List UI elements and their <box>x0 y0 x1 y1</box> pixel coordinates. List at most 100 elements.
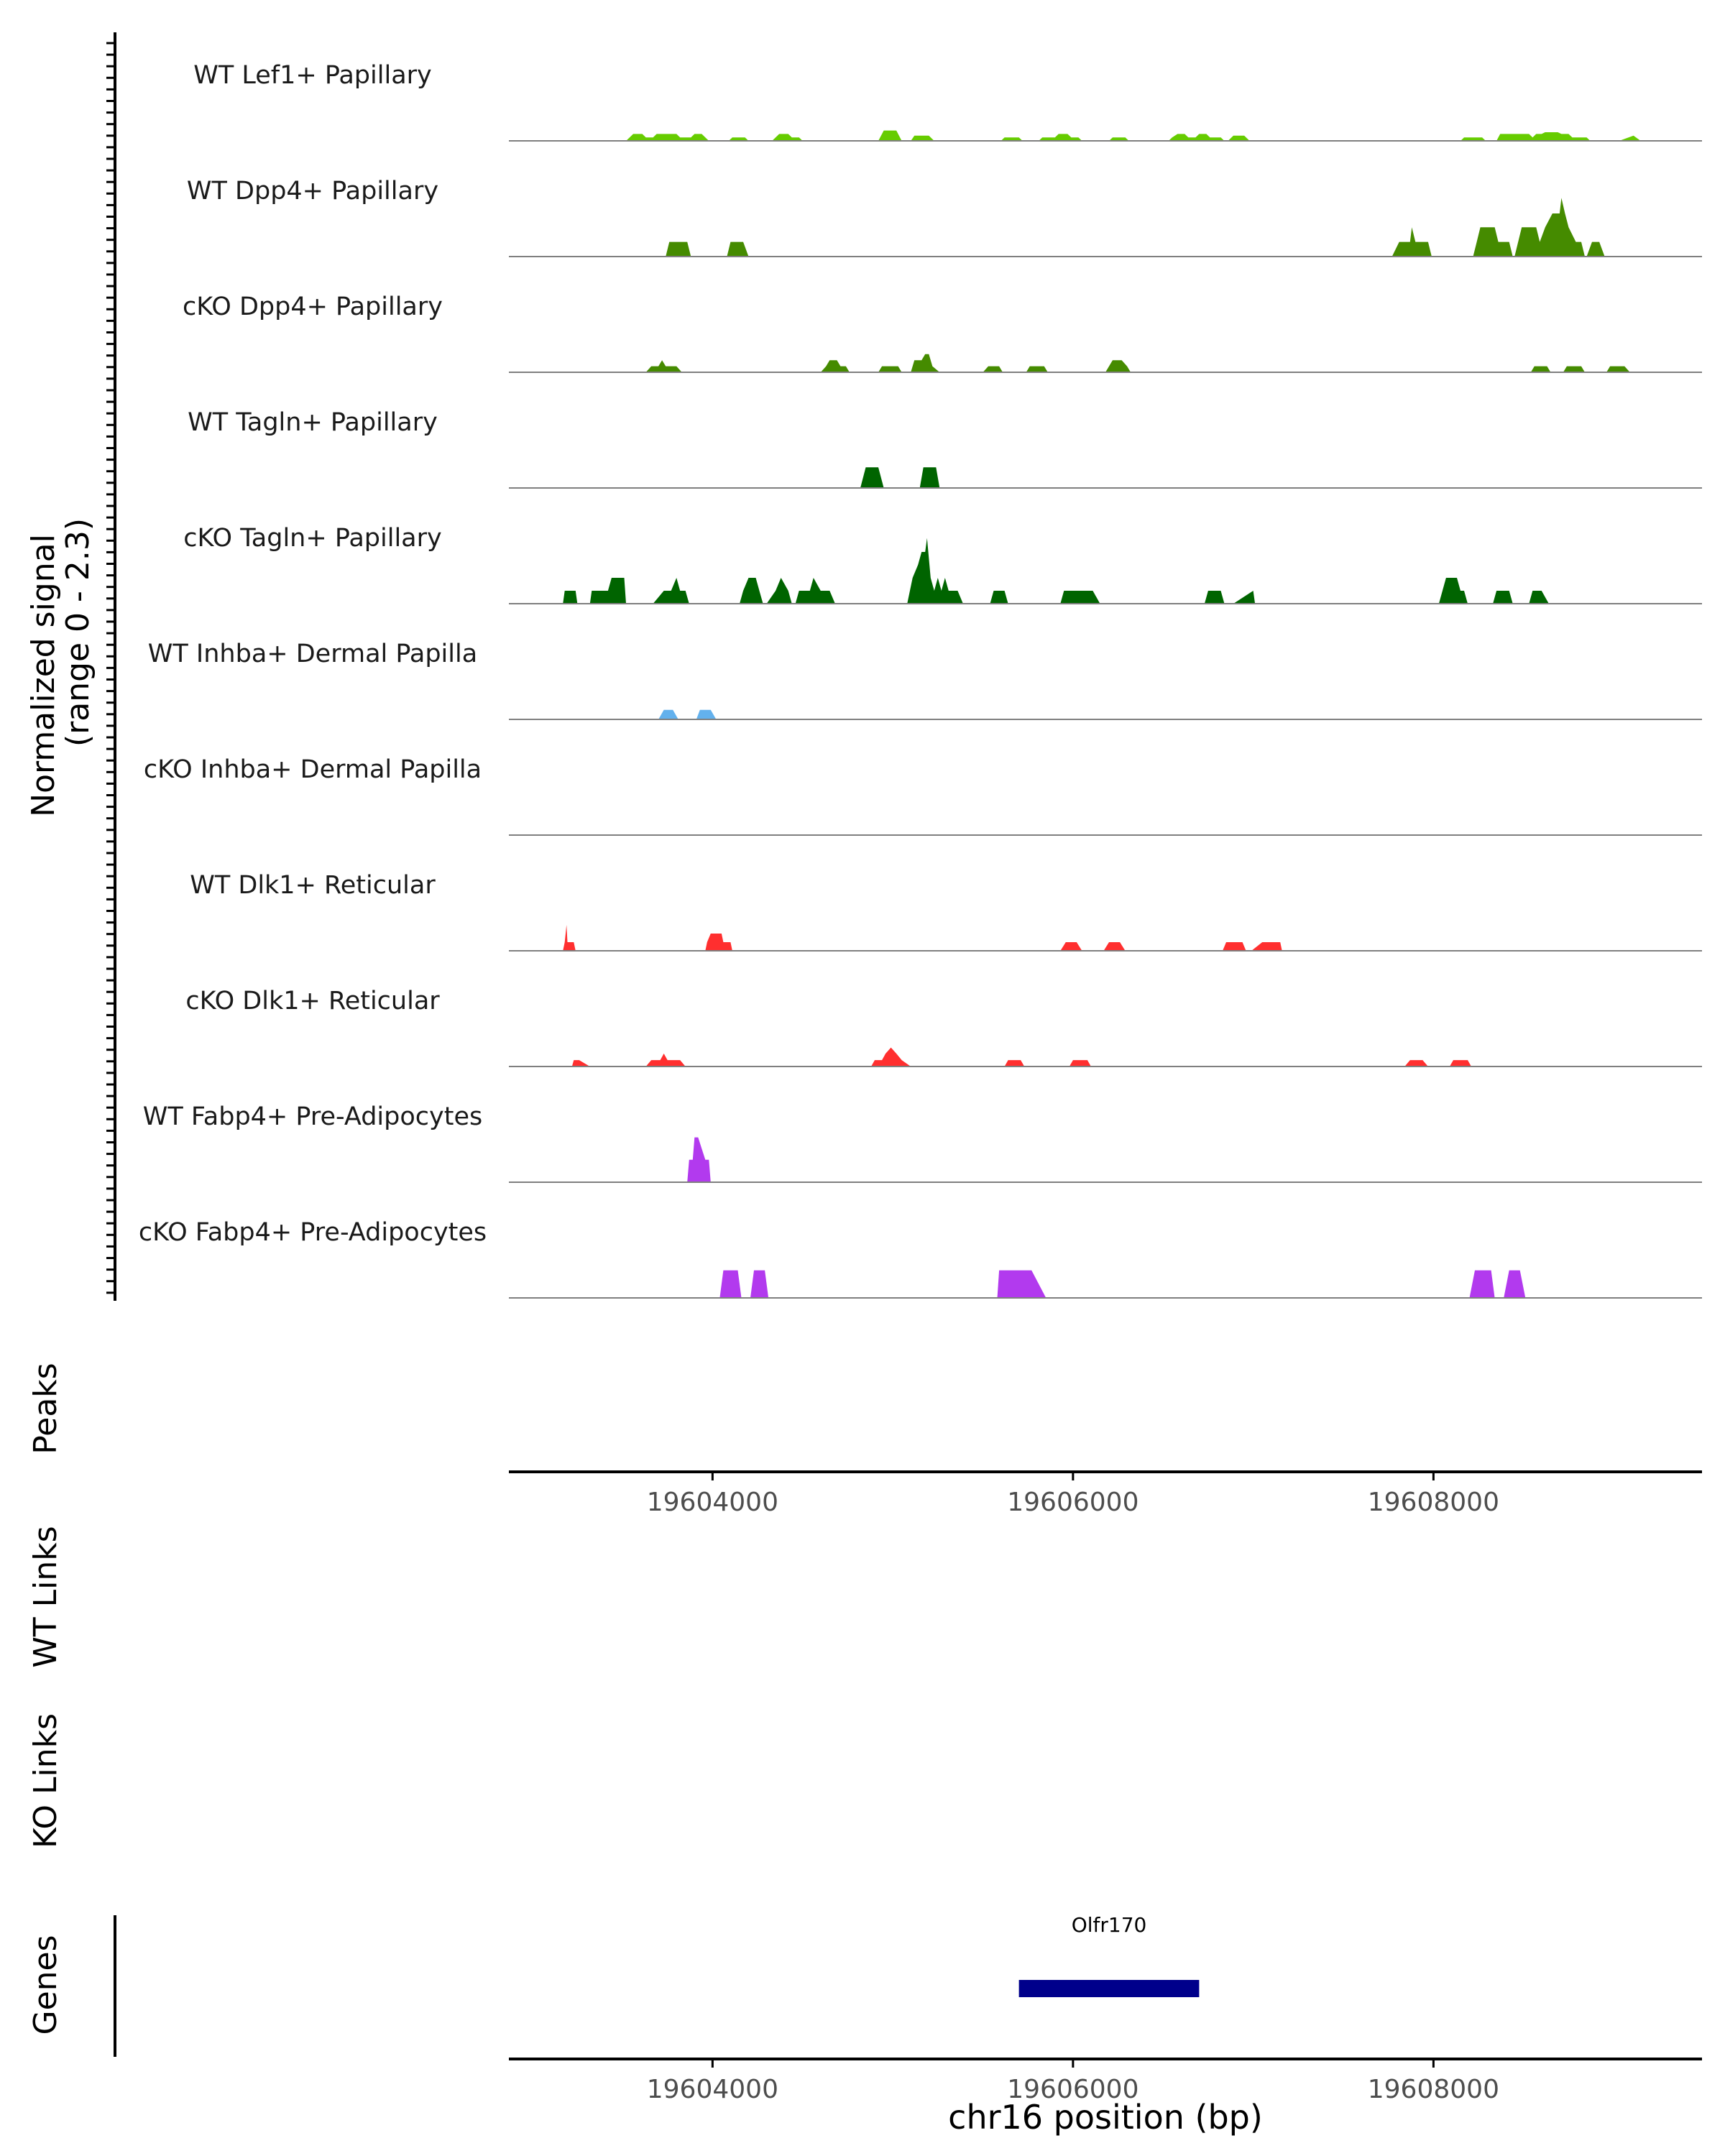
signal-peak <box>1530 366 1551 372</box>
signal-peak <box>1504 1270 1526 1298</box>
signal-peak <box>1392 227 1432 257</box>
signal-peak <box>658 709 678 719</box>
track: cKO Dpp4+ Papillary <box>183 292 1702 373</box>
track-label: cKO Inhba+ Dermal Papilla <box>144 755 482 784</box>
signal-peak <box>1000 137 1023 141</box>
signal-peak <box>919 467 940 488</box>
signal-peak <box>1473 227 1513 257</box>
signal-peak <box>1460 137 1486 141</box>
signal-peak <box>990 591 1008 604</box>
signal-peak <box>795 578 835 604</box>
track: cKO Fabp4+ Pre-Adipocytes <box>139 1218 1702 1299</box>
gene-annotations: Olfr170 <box>1018 1913 1200 1997</box>
signal-y-axis-ticks <box>106 42 115 1294</box>
signal-peak <box>1060 942 1082 951</box>
signal-peak <box>750 1270 769 1298</box>
track: WT Dlk1+ Reticular <box>190 871 1702 952</box>
signal-peak <box>1493 591 1513 604</box>
x-tick-label: 19608000 <box>1368 1488 1499 1517</box>
signal-peak <box>871 1047 911 1067</box>
x-tick-label: 19604000 <box>647 2075 778 2104</box>
signal-peak <box>589 578 626 604</box>
track-label: WT Inhba+ Dermal Papilla <box>148 640 477 668</box>
signal-peak <box>860 467 884 488</box>
signal-peak <box>1606 366 1630 372</box>
track-label: WT Lef1+ Papillary <box>193 61 432 90</box>
signal-peak <box>740 578 763 604</box>
signal-peak <box>626 134 709 141</box>
genes-label: Genes <box>27 1935 64 2035</box>
signal-peak <box>1223 942 1246 951</box>
signal-peak <box>911 354 940 372</box>
signal-peak <box>1514 198 1585 257</box>
signal-peak <box>1105 360 1131 372</box>
signal-peak <box>1449 1060 1471 1067</box>
ko-links-label: KO Links <box>27 1713 64 1848</box>
coverage-tracks: WT Lef1+ Papillary WT Dpp4+ Papillary cKO … <box>139 61 1702 1299</box>
signal-peak <box>911 135 934 141</box>
track: cKO Tagln+ Papillary <box>183 524 1702 604</box>
signal-peak <box>1039 134 1082 141</box>
track: WT Inhba+ Dermal Papilla <box>148 640 1702 720</box>
signal-peak <box>666 241 691 257</box>
peaks-x-axis-ticks: 19604000 19606000 19608000 <box>647 1472 1499 1517</box>
signal-peak <box>1026 366 1048 372</box>
gene-label: Olfr170 <box>1072 1913 1147 1937</box>
signal-peak <box>1103 942 1126 951</box>
signal-peak <box>1438 578 1468 604</box>
signal-peak <box>1004 1060 1025 1067</box>
x-tick-label: 19606000 <box>1007 1488 1138 1517</box>
signal-peak <box>766 578 792 604</box>
y-axis-label-line2: (range 0 - 2.3) <box>60 518 96 747</box>
signal-peak <box>705 934 732 951</box>
signal-peak <box>1251 942 1282 951</box>
signal-peak <box>983 366 1003 372</box>
track-label: WT Dlk1+ Reticular <box>190 871 436 900</box>
signal-peak <box>1109 137 1129 141</box>
signal-peak <box>1563 366 1585 372</box>
signal-peak <box>1060 591 1100 604</box>
signal-peak <box>772 134 803 141</box>
track-label: WT Dpp4+ Papillary <box>187 177 438 206</box>
signal-peak <box>571 1060 590 1067</box>
signal-peak <box>1619 135 1641 141</box>
track-label: cKO Tagln+ Papillary <box>183 524 442 553</box>
signal-peak <box>645 360 682 372</box>
track-label: cKO Dpp4+ Papillary <box>183 292 443 321</box>
x-tick-label: 19606000 <box>1007 2075 1138 2104</box>
signal-peak <box>1228 135 1250 141</box>
genes-x-axis-ticks: 19604000 19606000 19608000 <box>647 2059 1499 2104</box>
track: WT Tagln+ Papillary <box>188 408 1702 489</box>
signal-peak <box>1168 134 1225 141</box>
track-label: cKO Dlk1+ Reticular <box>185 987 440 1015</box>
track: cKO Inhba+ Dermal Papilla <box>144 755 1702 836</box>
signal-peak <box>907 538 963 604</box>
signal-peak <box>1069 1060 1091 1067</box>
track: WT Fabp4+ Pre-Adipocytes <box>143 1102 1702 1183</box>
x-tick-label: 19608000 <box>1368 2075 1499 2104</box>
signal-peak <box>696 709 717 719</box>
peaks-label: Peaks <box>27 1363 64 1454</box>
signal-peak <box>727 241 749 257</box>
signal-peak <box>878 130 902 141</box>
signal-peak <box>1496 132 1591 141</box>
wt-links-label: WT Links <box>27 1526 64 1667</box>
signal-peak <box>687 1137 711 1182</box>
signal-peak <box>1586 241 1605 257</box>
x-tick-label: 19604000 <box>647 1488 778 1517</box>
signal-peak <box>1404 1060 1428 1067</box>
signal-peak <box>653 578 689 604</box>
signal-peak <box>645 1054 686 1067</box>
track: cKO Dlk1+ Reticular <box>185 987 1702 1067</box>
track-label: cKO Fabp4+ Pre-Adipocytes <box>139 1218 487 1247</box>
y-axis-label-line1: Normalized signal <box>25 534 62 817</box>
track-label: WT Fabp4+ Pre-Adipocytes <box>143 1102 482 1131</box>
signal-peak <box>1529 591 1549 604</box>
signal-peak <box>728 137 749 141</box>
signal-peak <box>1469 1270 1495 1298</box>
signal-peak <box>1204 591 1225 604</box>
signal-peak <box>1233 591 1256 604</box>
signal-peak <box>563 591 578 604</box>
track: WT Dpp4+ Papillary <box>187 177 1702 257</box>
